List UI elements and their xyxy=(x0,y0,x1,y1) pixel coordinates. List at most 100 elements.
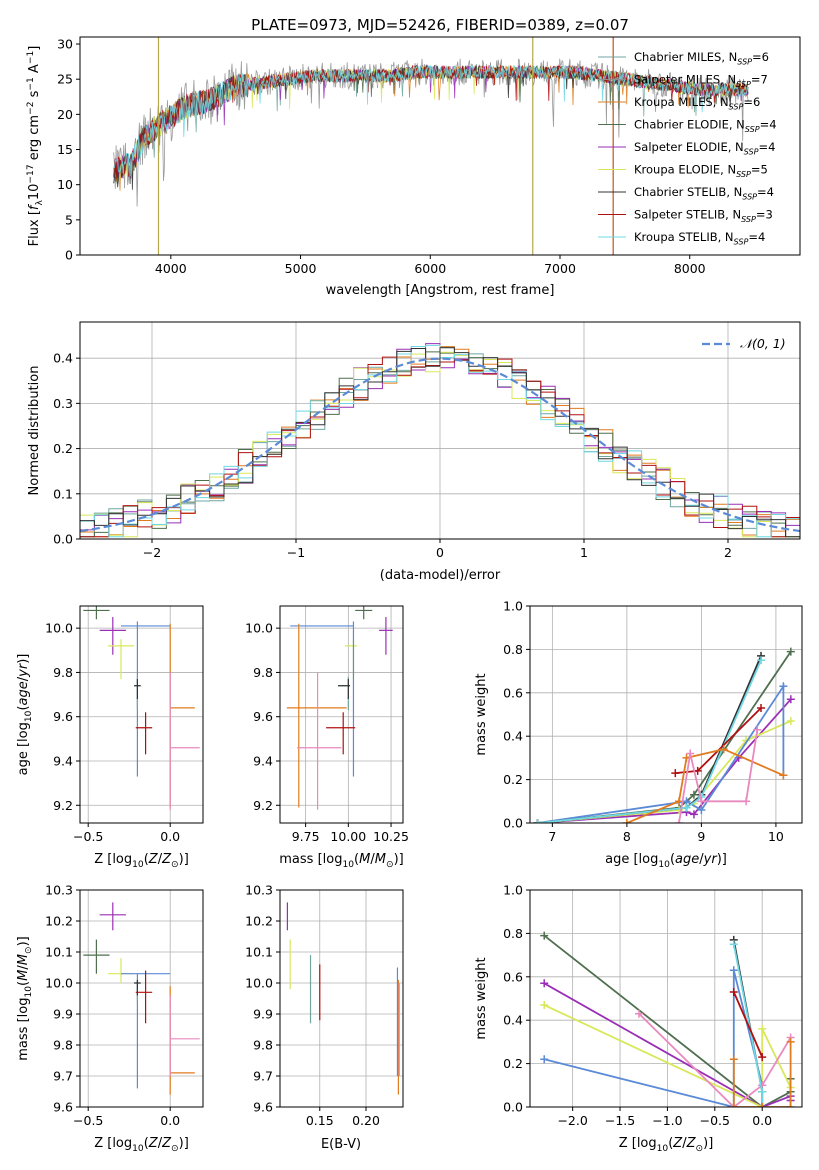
errorbar-point xyxy=(134,979,141,996)
axes-frame xyxy=(79,889,204,1108)
y-tick-label: 10.1 xyxy=(45,945,73,960)
weight-series xyxy=(729,940,767,1107)
x-tick-label: 0.15 xyxy=(306,1113,334,1128)
weight-marker xyxy=(786,1037,795,1046)
y-tick-label: 0.4 xyxy=(53,351,73,366)
legend-entry: Chabrier ELODIE, NSSP=4 xyxy=(634,118,777,134)
weight-marker xyxy=(540,931,549,940)
x-tick-label: 0.0 xyxy=(752,1113,772,1128)
x-axis-label: wavelength [Angstrom, rest frame] xyxy=(326,283,555,298)
chart-title: PLATE=0973, MJD=52426, FIBERID=0389, z=0… xyxy=(251,16,629,34)
x-tick-label: 10 xyxy=(768,829,784,844)
errorbar-point xyxy=(290,621,355,777)
weight-marker xyxy=(753,725,762,734)
errorbar-point xyxy=(169,986,195,1095)
x-axis-label: E(B-V) xyxy=(321,1137,361,1152)
legend-entry: 𝒩(0, 1) xyxy=(740,336,786,351)
errorbar-point xyxy=(83,939,110,974)
x-tick-label: 5000 xyxy=(285,261,317,276)
y-tick-label: 0.4 xyxy=(503,729,523,744)
spectrum-line xyxy=(113,64,749,178)
weight-series xyxy=(729,987,767,1062)
y-tick-label: 5 xyxy=(65,212,73,227)
y-tick-label: 9.4 xyxy=(53,754,73,769)
x-axis-label: Z [log10(Z/Z⊙)] xyxy=(619,1136,714,1154)
axes-frame xyxy=(529,889,803,1108)
x-tick-label: 8 xyxy=(623,829,631,844)
weight-marker xyxy=(540,1001,549,1010)
x-axis-label: (data-model)/error xyxy=(380,568,501,583)
weight-marker xyxy=(697,805,706,814)
tick-labels: −2 −1 0 1 2 0.0 0.1 0.2 0.3 0.4 xyxy=(53,351,732,560)
weight-marker xyxy=(686,749,695,758)
plot-area xyxy=(286,606,393,810)
plot-area xyxy=(83,902,200,1095)
y-tick-label: 0.1 xyxy=(53,486,73,501)
x-tick-label: 1 xyxy=(580,545,588,560)
errorbar-point xyxy=(286,623,347,808)
weight-marker xyxy=(682,803,691,812)
legend-entry: Kroupa ELODIE, NSSP=5 xyxy=(634,163,768,179)
residual-histogram xyxy=(80,351,800,538)
weight-marker xyxy=(758,1024,767,1033)
weight-line xyxy=(543,1004,792,1107)
y-tick-label: 9.8 xyxy=(253,665,273,680)
tick-labels: 4000 5000 6000 7000 8000 0 5 10 15 20 25 30 xyxy=(57,37,706,276)
y-tick-label: 1.0 xyxy=(503,599,523,614)
weight-marker xyxy=(729,940,738,949)
y-tick-label: 20 xyxy=(57,107,73,122)
legend-entry: Salpeter STELIB, NSSP=3 xyxy=(634,208,773,224)
errorbar-point xyxy=(99,617,126,655)
axes-frame xyxy=(79,321,801,540)
y-tick-label: 9.9 xyxy=(53,1007,73,1022)
errorbar-point xyxy=(297,672,342,810)
plot-area xyxy=(113,37,749,255)
errorbar-point xyxy=(355,606,373,620)
errorbar-point xyxy=(169,995,200,1076)
mass-vs-metallicity-panel: −0.5 0.0 9.6 9.7 9.8 9.9 10.0 10.1 10.2 10.3 Z [lo… xyxy=(16,883,204,1154)
y-tick-label: 9.7 xyxy=(53,1069,73,1084)
weight-line xyxy=(638,1013,792,1107)
tick-labels: −2.0 −1.5 −1.0 −0.5 0.0 0.0 0.2 0.4 0.6 0.8 1.0 xyxy=(503,883,772,1129)
axes-frame xyxy=(529,605,803,824)
y-tick-label: 10.1 xyxy=(245,945,273,960)
y-tick-label: 9.7 xyxy=(253,1069,273,1084)
x-tick-label: 9.75 xyxy=(292,829,320,844)
weight-line xyxy=(537,659,762,823)
weight-marker xyxy=(540,979,549,988)
tick-labels: 0.15 0.20 9.6 9.7 9.8 9.9 10.0 10.1 10.2 10.3 xyxy=(245,883,380,1129)
y-tick-label: 0.4 xyxy=(503,1013,523,1028)
x-tick-label: −2 xyxy=(143,545,161,560)
errorbar-point xyxy=(326,712,356,755)
x-tick-label: −1.0 xyxy=(652,1113,682,1128)
axes-frame xyxy=(279,889,404,1108)
weight-marker xyxy=(786,1103,795,1107)
x-tick-label: 10.00 xyxy=(330,829,366,844)
weight-marker xyxy=(779,682,788,691)
y-tick-label: 10.0 xyxy=(45,621,73,636)
weight-line xyxy=(732,991,764,1058)
y-tick-label: 10.0 xyxy=(245,976,273,991)
tick-labels: 9.75 10.00 10.25 9.2 9.4 9.6 9.8 10.0 xyxy=(245,621,409,844)
legend-entry: Kroupa MILES, NSSP=6 xyxy=(634,95,760,111)
plot-area xyxy=(286,902,400,1095)
weight-marker xyxy=(533,819,542,823)
x-tick-label: 0.20 xyxy=(352,1113,380,1128)
y-tick-label: 10 xyxy=(57,177,73,192)
tick-labels: −0.5 0.0 9.2 9.4 9.6 9.8 10.0 xyxy=(45,621,180,844)
y-tick-label: 9.4 xyxy=(253,754,273,769)
plot-area xyxy=(533,647,795,823)
errorbar-point xyxy=(135,970,153,1024)
y-axis-label: Flux [fλ10−17 erg cm−2 s−1 A−1] xyxy=(26,46,45,247)
y-tick-label: 0.0 xyxy=(53,532,73,547)
weight-marker xyxy=(742,797,751,806)
x-axis-label: age [log10(age/yr)] xyxy=(605,852,727,870)
weight-marker xyxy=(779,771,788,780)
y-tick-label: 9.6 xyxy=(253,1100,273,1115)
y-tick-label: 25 xyxy=(57,72,73,87)
x-tick-label: 2 xyxy=(724,545,732,560)
weight-marker xyxy=(719,745,728,754)
weight-series xyxy=(671,703,766,778)
weight-line xyxy=(537,655,762,823)
y-tick-label: 10.2 xyxy=(245,914,273,929)
